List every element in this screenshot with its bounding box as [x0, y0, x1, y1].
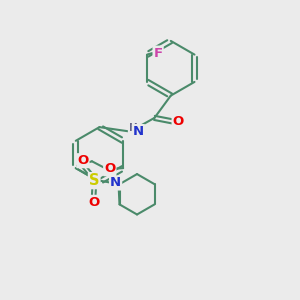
Text: F: F: [154, 46, 163, 60]
Text: O: O: [88, 196, 99, 209]
Text: N: N: [133, 125, 144, 138]
Text: O: O: [172, 115, 184, 128]
Text: N: N: [110, 176, 121, 190]
Text: H: H: [129, 123, 137, 133]
Text: S: S: [89, 173, 100, 188]
Text: O: O: [104, 162, 116, 175]
Text: O: O: [77, 154, 88, 167]
